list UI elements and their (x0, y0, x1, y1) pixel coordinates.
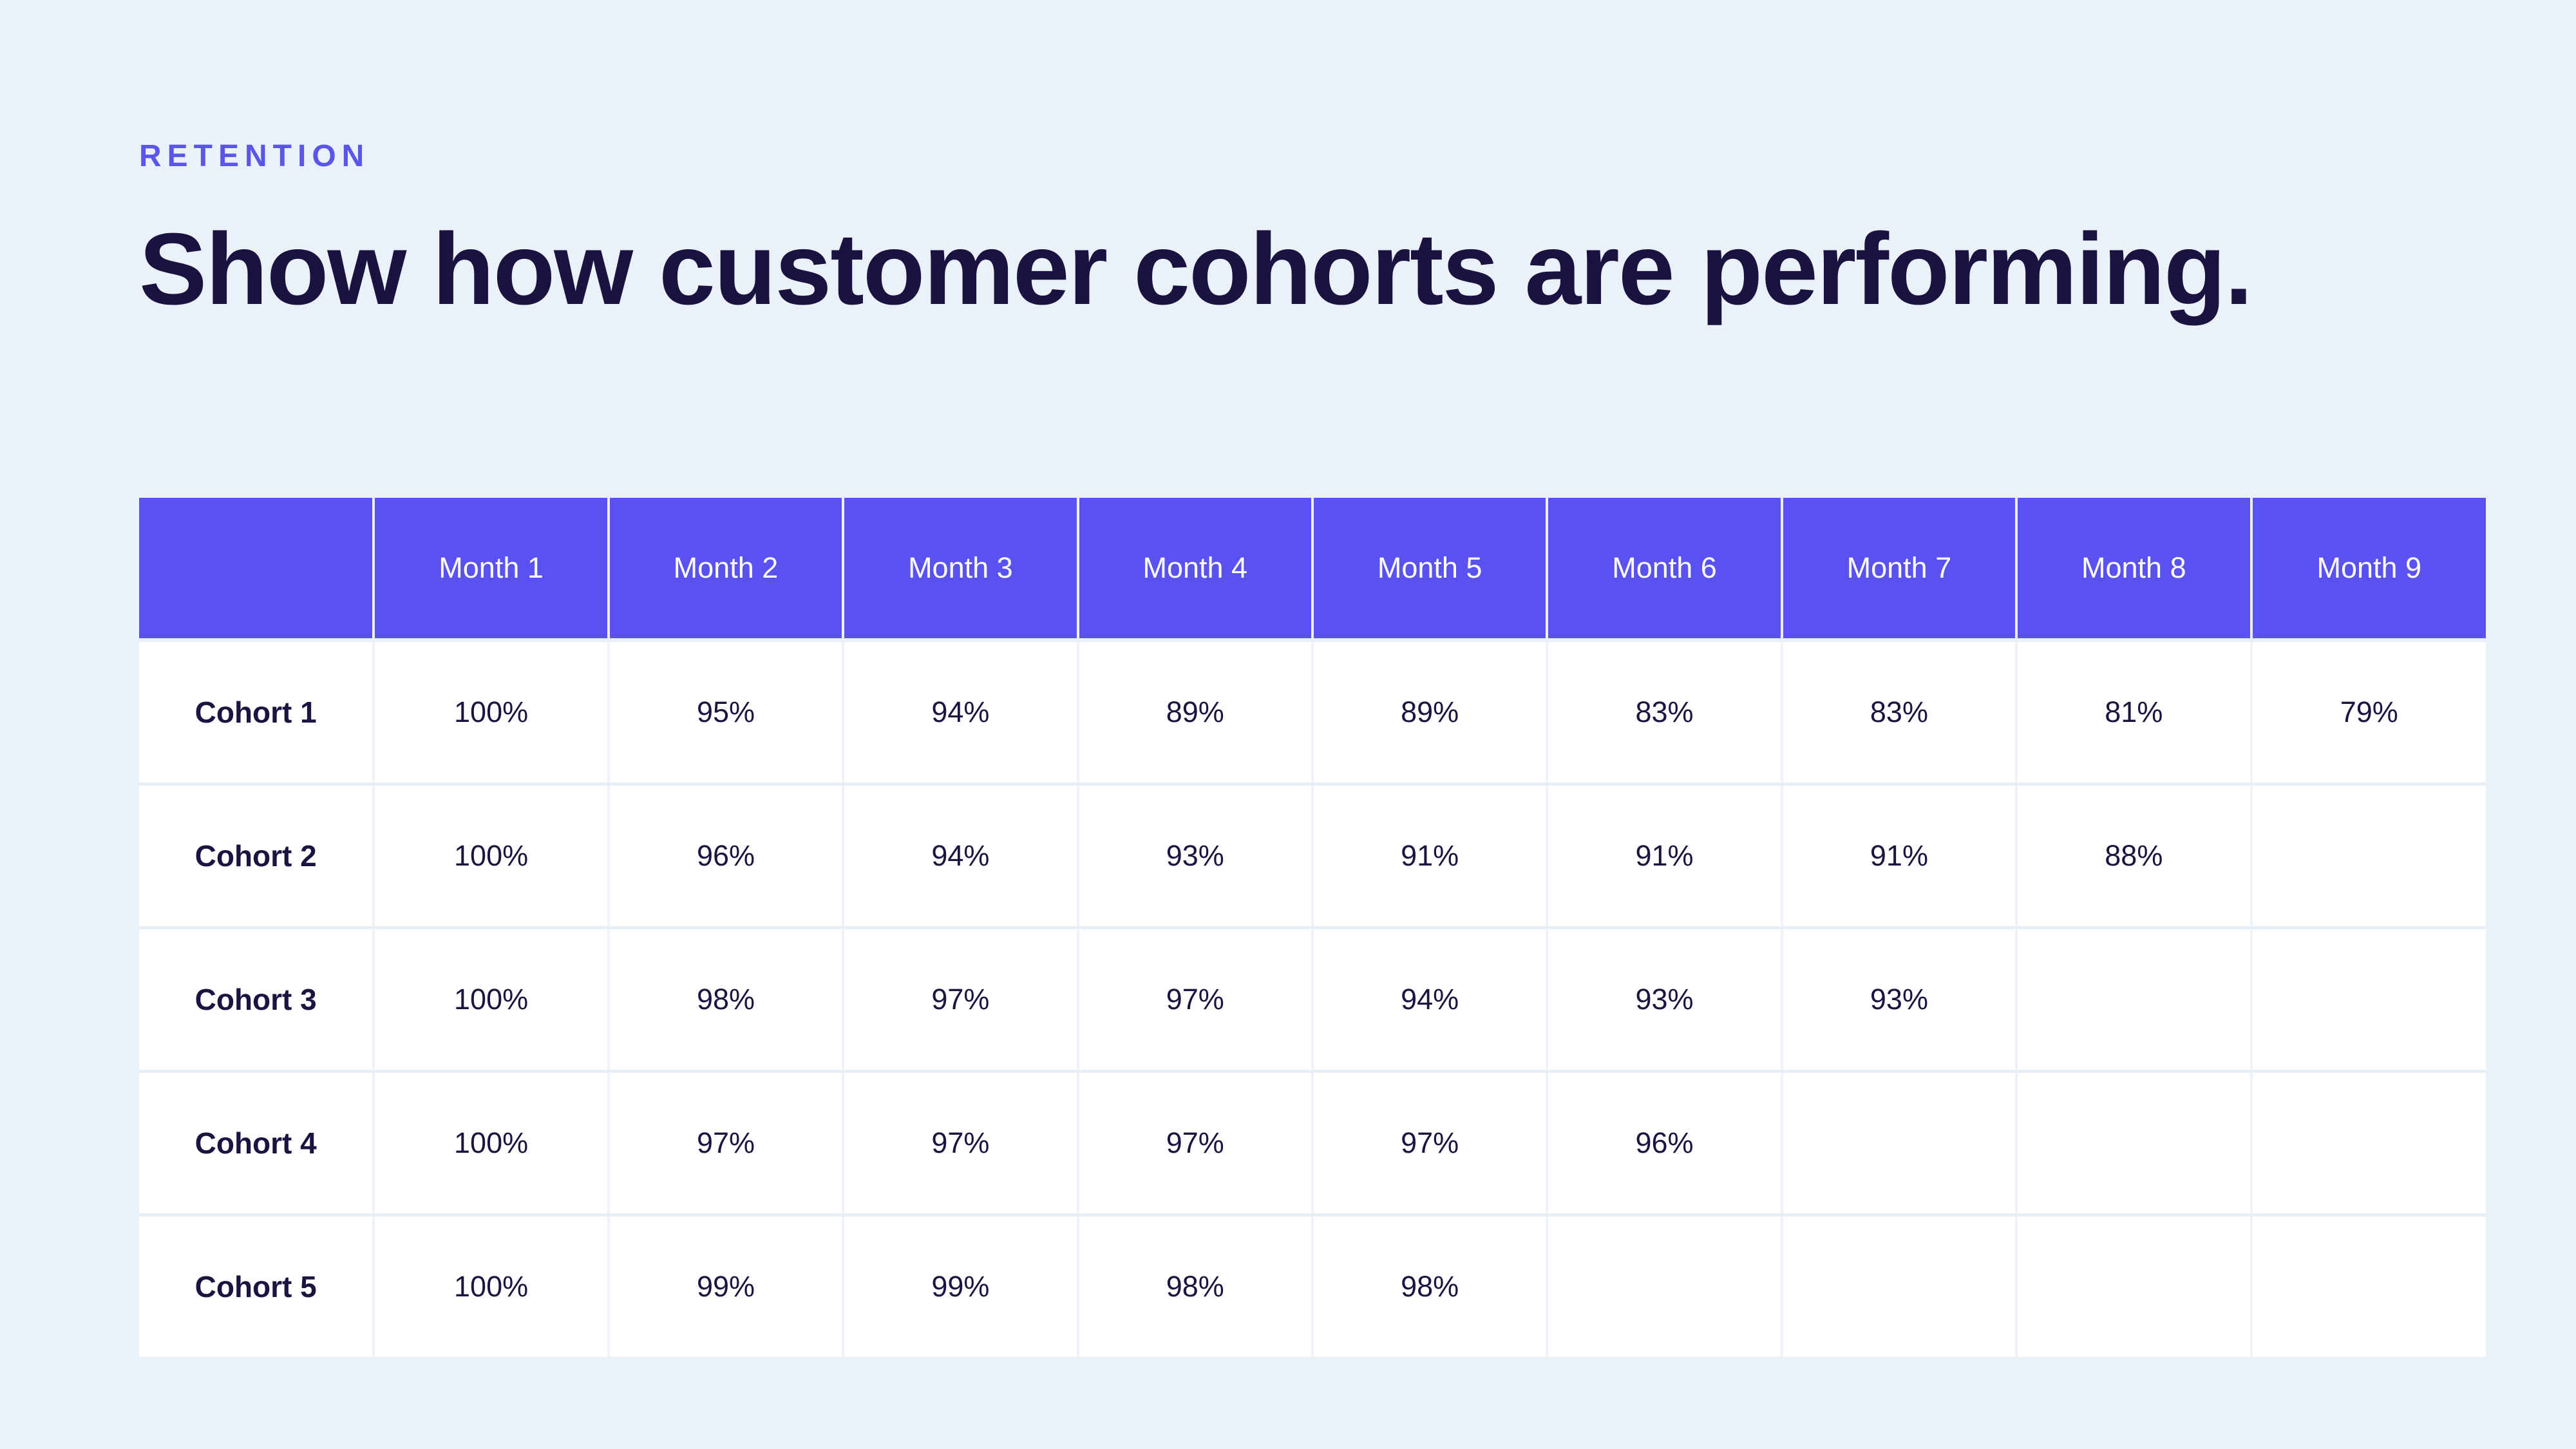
table-row: Cohort 2 100% 96% 94% 93% 91% 91% 91% 88% (139, 784, 2486, 929)
cohort-label-cell: Cohort 3 (139, 927, 375, 1073)
cohort-label-cell: Cohort 2 (139, 784, 375, 929)
cohort-label-cell: Cohort 4 (139, 1071, 375, 1217)
retention-value-cell (2251, 784, 2486, 929)
retention-value-cell: 94% (843, 784, 1079, 929)
retention-value-cell (2251, 1071, 2486, 1217)
retention-value-cell: 100% (374, 784, 610, 929)
cohort-label-cell: Cohort 5 (139, 1215, 375, 1357)
section-eyebrow-label: RETENTION (139, 139, 370, 173)
retention-value-cell: 93% (1781, 927, 2018, 1073)
retention-value-cell: 94% (1312, 927, 1549, 1073)
month-header-cell: Month 3 (843, 497, 1079, 642)
retention-value-cell: 96% (1547, 1071, 1783, 1217)
retention-value-cell: 95% (608, 639, 845, 786)
retention-value-cell (2251, 1215, 2486, 1357)
table-row: Cohort 5 100% 99% 99% 98% 98% (139, 1215, 2486, 1357)
month-header-cell: Month 4 (1077, 497, 1314, 642)
retention-value-cell (1781, 1071, 2018, 1217)
retention-value-cell: 97% (1077, 927, 1314, 1073)
month-header-cell: Month 9 (2251, 497, 2486, 642)
retention-section: RETENTION Show how customer cohorts are … (139, 139, 2486, 1357)
retention-value-cell: 91% (1781, 784, 2018, 929)
retention-value-cell: 97% (1312, 1071, 1549, 1217)
month-header-cell: Month 1 (374, 497, 610, 642)
retention-value-cell: 83% (1547, 639, 1783, 786)
retention-value-cell: 91% (1547, 784, 1783, 929)
retention-value-cell: 96% (608, 784, 845, 929)
retention-value-cell: 89% (1312, 639, 1549, 786)
retention-value-cell (2016, 927, 2253, 1073)
retention-value-cell: 99% (608, 1215, 845, 1357)
table-row: Cohort 3 100% 98% 97% 97% 94% 93% 93% (139, 927, 2486, 1073)
table-row: Cohort 1 100% 95% 94% 89% 89% 83% 83% 81% 79% (139, 639, 2486, 786)
retention-value-cell: 79% (2251, 639, 2486, 786)
retention-value-cell (2251, 927, 2486, 1073)
retention-value-cell (1547, 1215, 1783, 1357)
retention-value-cell (2016, 1215, 2253, 1357)
table-header-row: Month 1 Month 2 Month 3 Month 4 Month 5 Month… (139, 497, 2486, 642)
retention-value-cell: 93% (1547, 927, 1783, 1073)
retention-value-cell: 97% (843, 1071, 1079, 1217)
month-header-cell: Month 8 (2016, 497, 2253, 642)
retention-value-cell: 93% (1077, 784, 1314, 929)
retention-value-cell: 91% (1312, 784, 1549, 929)
retention-value-cell: 100% (374, 639, 610, 786)
cohort-label-cell: Cohort 1 (139, 639, 375, 786)
month-header-cell: Month 7 (1781, 497, 2018, 642)
table-row: Cohort 4 100% 97% 97% 97% 97% 96% (139, 1071, 2486, 1217)
retention-value-cell: 98% (1312, 1215, 1549, 1357)
month-header-cell: Month 2 (608, 497, 845, 642)
retention-value-cell: 97% (608, 1071, 845, 1217)
retention-value-cell: 97% (1077, 1071, 1314, 1217)
retention-value-cell: 89% (1077, 639, 1314, 786)
month-header-cell: Month 6 (1547, 497, 1783, 642)
retention-value-cell: 98% (608, 927, 845, 1073)
retention-value-cell (2016, 1071, 2253, 1217)
retention-value-cell: 98% (1077, 1215, 1314, 1357)
retention-value-cell: 97% (843, 927, 1079, 1073)
retention-value-cell: 100% (374, 1071, 610, 1217)
retention-value-cell (1781, 1215, 2018, 1357)
retention-value-cell: 100% (374, 927, 610, 1073)
cohort-retention-table: Month 1 Month 2 Month 3 Month 4 Month 5 Month… (139, 497, 2486, 1357)
retention-value-cell: 99% (843, 1215, 1079, 1357)
retention-value-cell: 81% (2016, 639, 2253, 786)
retention-value-cell: 94% (843, 639, 1079, 786)
table-header: Month 1 Month 2 Month 3 Month 4 Month 5 Month… (139, 497, 2486, 642)
page-title: Show how customer cohorts are performing… (139, 213, 2253, 326)
month-header-cell: Month 5 (1312, 497, 1549, 642)
corner-header-cell (139, 497, 375, 642)
retention-value-cell: 100% (374, 1215, 610, 1357)
table-body: Cohort 1 100% 95% 94% 89% 89% 83% 83% 81% 79% Coho… (139, 639, 2486, 1357)
retention-value-cell: 88% (2016, 784, 2253, 929)
retention-value-cell: 83% (1781, 639, 2018, 786)
